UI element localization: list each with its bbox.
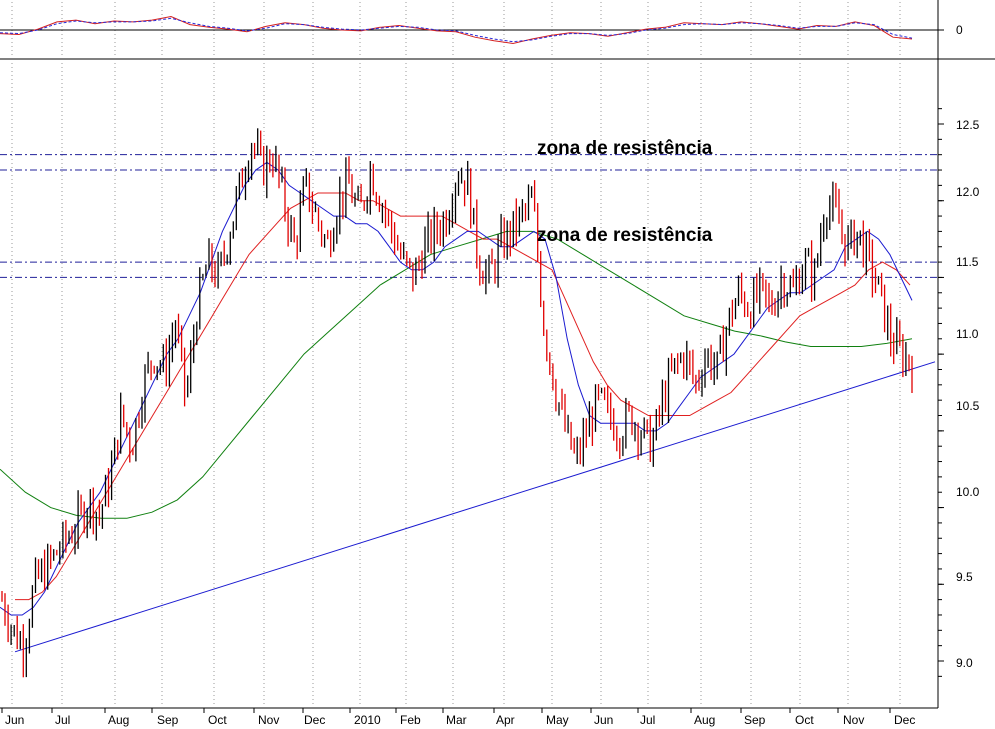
moving-average-long	[0, 230, 913, 519]
month-label-jun-2010: Jun	[594, 713, 613, 727]
month-label-dec: Dec	[304, 713, 325, 727]
month-label-apr: Apr	[496, 713, 515, 727]
oscillator-series-2	[0, 17, 913, 43]
month-label-aug: Aug	[108, 713, 129, 727]
x-axis: Jun Jul Aug Sep Oct Nov Dec 2010 Feb Mar…	[0, 707, 938, 727]
y-axis: 9.0 9.5 10.0 10.5 11.0 11.5 12.0 12.5	[937, 0, 980, 708]
resistance-label-upper: zona de resistência	[537, 138, 713, 159]
price-panel: zona de resistência zona de resistência	[0, 63, 938, 706]
y-tick-label-10.0: 10.0	[956, 485, 980, 499]
month-label-oct: Oct	[208, 713, 227, 727]
x-axis-ticks	[1, 708, 891, 713]
y-tick-label-11.0: 11.0	[956, 327, 979, 341]
oscillator-panel: 0	[0, 2, 995, 60]
month-label-2010: 2010	[354, 713, 381, 727]
month-label-sep: Sep	[157, 713, 179, 727]
moving-average-mid	[15, 192, 911, 601]
oscillator-tick-0: 0	[956, 23, 963, 37]
y-tick-label-9.5: 9.5	[956, 570, 973, 584]
month-label-may: May	[546, 713, 569, 727]
month-label-sep-2010: Sep	[744, 713, 766, 727]
month-label-jun: Jun	[5, 713, 24, 727]
resistance-lines	[0, 154, 938, 278]
month-label-dec-2010: Dec	[894, 713, 915, 727]
month-label-aug-2010: Aug	[694, 713, 715, 727]
month-label-jul-2010: Jul	[640, 713, 655, 727]
moving-average-short	[0, 161, 913, 616]
y-tick-label-12.5: 12.5	[956, 118, 980, 132]
resistance-label-lower: zona de resistência	[537, 225, 713, 246]
month-label-feb: Feb	[400, 713, 421, 727]
price-bars	[1, 128, 913, 678]
month-label-jul: Jul	[55, 713, 70, 727]
month-label-nov-2010: Nov	[843, 713, 864, 727]
support-trendline	[14, 361, 936, 653]
y-tick-label-11.5: 11.5	[956, 255, 979, 269]
month-label-mar: Mar	[446, 713, 467, 727]
y-tick-label-10.5: 10.5	[956, 399, 980, 413]
y-tick-label-9.0: 9.0	[956, 656, 973, 670]
month-label-nov: Nov	[258, 713, 279, 727]
month-label-oct-2010: Oct	[795, 713, 814, 727]
y-axis-ticks	[938, 29, 944, 677]
y-tick-label-12.0: 12.0	[956, 185, 980, 199]
